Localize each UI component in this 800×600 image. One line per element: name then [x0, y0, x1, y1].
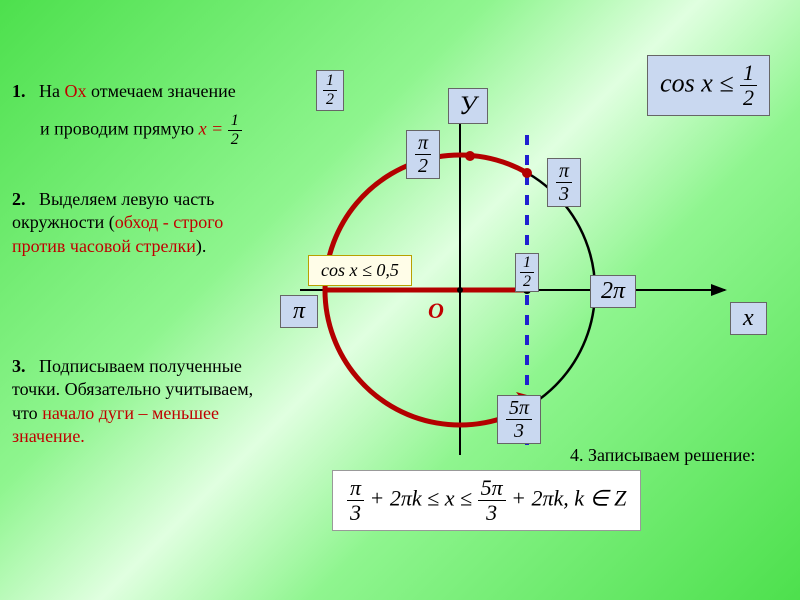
point-near-pi2 [465, 151, 475, 161]
label-half-on-axis: 12 [515, 253, 539, 292]
origin-point [457, 287, 463, 293]
step-4-text: 4. Записываем решение: [570, 444, 755, 467]
center-inequality: cos x ≤ 0,5 [308, 255, 412, 286]
label-pi-over-2: π2 [406, 130, 440, 179]
step-3-text: 3. Подписываем полученные точки. Обязате… [12, 355, 262, 449]
origin-label: О [428, 298, 444, 324]
solution-box: π3 + 2πk ≤ x ≤ 5π3 + 2πk, k ∈ Z [332, 470, 641, 531]
label-x-axis: х [730, 302, 767, 335]
step-2-text: 2. Выделяем левую часть окружности (обхо… [12, 188, 242, 258]
label-5pi-over-3: 5π3 [497, 395, 541, 444]
step-1-num: 1. [12, 81, 26, 101]
point-pi-over-3 [522, 168, 532, 178]
label-y-axis: У [448, 88, 488, 124]
label-2pi: 2π [590, 275, 636, 308]
label-pi: π [280, 295, 318, 328]
step-1-text: 1. На Ох отмечаем значение и проводим пр… [12, 80, 292, 148]
frac-half-inline: 12 [228, 113, 242, 148]
label-pi-over-3: π3 [547, 158, 581, 207]
